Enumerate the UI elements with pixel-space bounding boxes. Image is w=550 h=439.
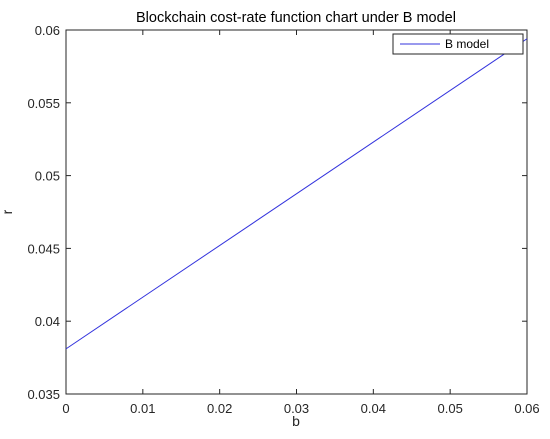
y-tick-label: 0.045 [27,241,60,256]
y-axis: 0.035 0.04 0.045 0.05 0.055 0.06 [27,23,527,402]
x-axis: 0 0.01 0.02 0.03 0.04 0.05 0.06 [62,30,540,416]
x-tick-label: 0.06 [514,401,539,416]
x-tick-label: 0.03 [284,401,309,416]
plot-area [65,29,528,395]
y-tick-label: 0.06 [35,23,60,38]
x-tick-label: 0.02 [207,401,232,416]
series-layer [65,38,528,350]
x-axis-label: b [292,413,300,429]
y-axis-label: r [0,209,15,214]
y-tick-label: 0.055 [27,96,60,111]
x-tick-label: 0.01 [130,401,155,416]
y-tick-label: 0.05 [35,169,60,184]
chart-title: Blockchain cost-rate function chart unde… [136,10,456,26]
y-tick-label: 0.035 [27,387,60,402]
legend-box [392,33,524,55]
legend: B model [392,33,524,55]
legend-entry-label: B model [445,37,489,51]
x-tick-label: 0.04 [361,401,386,416]
series-line-b-model [65,38,528,350]
y-tick-label: 0.04 [35,314,60,329]
x-tick-label: 0 [62,401,69,416]
x-tick-label: 0.05 [438,401,463,416]
